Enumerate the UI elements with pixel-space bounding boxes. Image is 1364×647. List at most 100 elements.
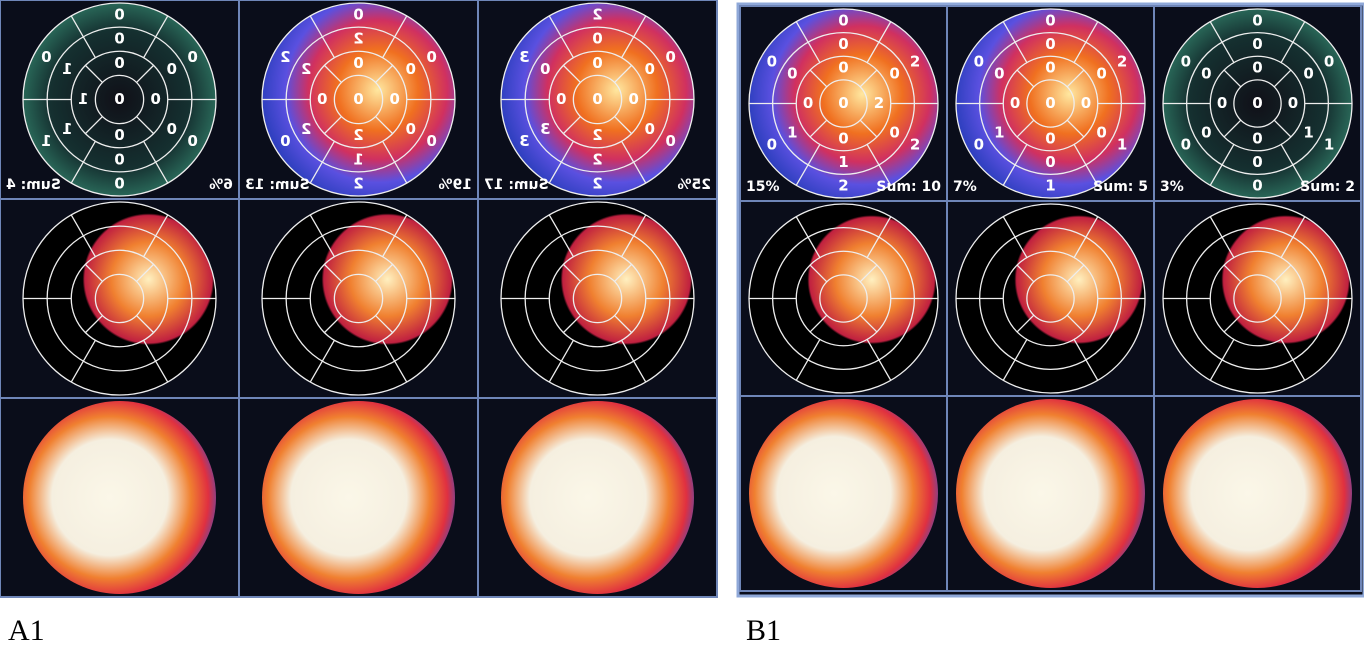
segment-score: 0: [592, 30, 602, 48]
segment-score: 2: [874, 94, 884, 112]
segment-score: 3: [540, 120, 550, 138]
segment-score: 0: [114, 6, 124, 24]
segment-score: 0: [353, 90, 363, 108]
segment-score: 1: [41, 132, 51, 150]
segment-score: 2: [1117, 53, 1127, 71]
segment-score: 0: [1324, 53, 1334, 71]
segment-score: 0: [1303, 64, 1313, 82]
segment-score: 0: [389, 90, 399, 108]
segment-score: 2: [592, 6, 602, 24]
segment-score: 0: [114, 150, 124, 168]
percent-label: 25%: [677, 177, 711, 193]
segment-score: 0: [1045, 153, 1055, 171]
polar-map: [956, 399, 1145, 588]
segment-score: 0: [838, 59, 848, 77]
percent-label: 7%: [953, 179, 977, 195]
segment-score: 0: [994, 64, 1004, 82]
sum-label: Sum: 13: [245, 177, 310, 193]
segment-score: 2: [301, 120, 311, 138]
segment-score: 0: [665, 48, 675, 66]
segment-score: 0: [150, 90, 160, 108]
figure: A1 B1 00001000001100010Sum: 46%000202200…: [0, 0, 1364, 647]
panel-label: A1: [8, 614, 45, 647]
segment-score: 0: [114, 174, 124, 192]
segment-score: 2: [353, 30, 363, 48]
segment-score: 0: [665, 132, 675, 150]
segment-score: 0: [1201, 64, 1211, 82]
percent-label: 19%: [438, 177, 472, 193]
segment-score: 0: [167, 120, 177, 138]
segment-score: 0: [1252, 59, 1262, 77]
segment-score: 0: [556, 90, 566, 108]
segment-score: 0: [187, 132, 197, 150]
segment-score: 1: [838, 153, 848, 171]
segment-score: 0: [1045, 59, 1055, 77]
sum-label: Sum: 10: [876, 179, 941, 195]
segment-score: 0: [187, 48, 197, 66]
segment-score: 0: [1045, 94, 1055, 112]
segment-score: 0: [540, 60, 550, 78]
segment-score: 2: [592, 174, 602, 192]
segment-score: 0: [1096, 64, 1106, 82]
segment-score: 0: [974, 53, 984, 71]
sum-label: Sum: 4: [6, 177, 61, 193]
segment-score: 0: [406, 120, 416, 138]
segment-score: 0: [889, 64, 899, 82]
segment-score: 2: [353, 174, 363, 192]
segment-score: 0: [353, 6, 363, 24]
panel-label: B1: [746, 614, 781, 647]
segment-score: 1: [62, 60, 72, 78]
segment-score: 0: [1201, 124, 1211, 142]
sum-label: Sum: 17: [484, 177, 549, 193]
percent-label: 6%: [209, 177, 233, 193]
segment-score: 0: [1252, 177, 1262, 195]
segment-score: 3: [519, 48, 529, 66]
segment-score: 0: [1045, 11, 1055, 29]
segment-score: 0: [838, 94, 848, 112]
segment-score: 0: [767, 53, 777, 71]
segment-score: 0: [114, 30, 124, 48]
segment-score: 1: [1117, 135, 1127, 153]
percent-label: 3%: [1160, 179, 1184, 195]
segment-score: 0: [1181, 53, 1191, 71]
segment-score: 1: [353, 150, 363, 168]
segment-score: 0: [628, 90, 638, 108]
segment-score: 3: [519, 132, 529, 150]
segment-score: 0: [353, 54, 363, 72]
segment-score: 0: [1010, 94, 1020, 112]
sum-label: Sum: 2: [1300, 179, 1355, 195]
segment-score: 0: [787, 64, 797, 82]
polar-map: [749, 399, 938, 588]
segment-score: 1: [62, 120, 72, 138]
segment-score: 0: [838, 11, 848, 29]
segment-score: 2: [280, 48, 290, 66]
polar-map: [262, 401, 455, 594]
segment-score: 0: [426, 48, 436, 66]
segment-score: 0: [114, 126, 124, 144]
segment-score: 1: [994, 124, 1004, 142]
polar-map: [501, 401, 694, 594]
segment-score: 0: [974, 135, 984, 153]
polar-map: [1163, 399, 1352, 588]
segment-score: 0: [1081, 94, 1091, 112]
segment-score: 1: [1045, 177, 1055, 195]
segment-score: 2: [838, 177, 848, 195]
segment-score: 0: [114, 90, 124, 108]
segment-score: 0: [426, 132, 436, 150]
segment-score: 0: [645, 60, 655, 78]
segment-score: 0: [1181, 135, 1191, 153]
sum-label: Sum: 5: [1093, 179, 1148, 195]
segment-score: 0: [280, 132, 290, 150]
segment-score: 0: [767, 135, 777, 153]
segment-score: 1: [787, 124, 797, 142]
segment-score: 2: [301, 60, 311, 78]
segment-score: 0: [838, 129, 848, 147]
segment-score: 0: [838, 35, 848, 53]
segment-score: 0: [1096, 124, 1106, 142]
segment-score: 0: [1045, 35, 1055, 53]
segment-score: 2: [353, 126, 363, 144]
segment-score: 0: [592, 90, 602, 108]
segment-score: 0: [1045, 129, 1055, 147]
segment-score: 0: [114, 54, 124, 72]
segment-score: 0: [406, 60, 416, 78]
